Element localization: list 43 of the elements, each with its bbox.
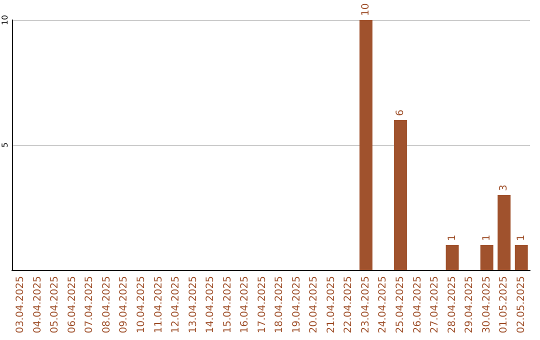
data-label: 1 (516, 234, 527, 241)
x-tick-label: 27.04.2025 (430, 276, 441, 334)
x-tick-label: 26.04.2025 (412, 276, 424, 334)
data-label: 1 (481, 234, 492, 241)
x-tick-label: 04.04.2025 (32, 276, 44, 334)
x-tick-label: 05.04.2025 (50, 276, 61, 334)
x-tick-label: 29.04.2025 (464, 276, 476, 334)
x-tick-label: 30.04.2025 (481, 276, 492, 334)
x-tick-label: 20.04.2025 (308, 276, 320, 334)
data-label: 6 (395, 110, 406, 116)
x-tick-label: 11.04.2025 (153, 276, 164, 334)
x-tick-label: 01.05.2025 (498, 276, 510, 334)
x-tick-label: 07.04.2025 (84, 276, 96, 334)
x-tick-label: 24.04.2025 (378, 276, 389, 334)
x-tick-label: 12.04.2025 (170, 276, 182, 334)
bar (514, 245, 528, 270)
x-tick-label: 16.04.2025 (240, 276, 251, 334)
x-tick-label: 08.04.2025 (101, 276, 112, 334)
x-tick-label: 23.04.2025 (360, 276, 372, 334)
x-tick-label: 06.04.2025 (66, 276, 78, 334)
x-tick-label: 21.04.2025 (326, 276, 337, 334)
x-tick-label: 03.04.2025 (15, 276, 26, 334)
data-label: 10 (360, 3, 372, 16)
x-tick-label: 18.04.2025 (274, 276, 286, 334)
x-tick-label: 25.04.2025 (395, 276, 406, 334)
bar (446, 245, 459, 270)
bar (480, 245, 494, 270)
x-tick-label: 15.04.2025 (222, 276, 234, 334)
data-label: 1 (446, 234, 458, 241)
data-label: 3 (498, 184, 510, 191)
bar (359, 20, 372, 270)
x-tick-label: 14.04.2025 (205, 276, 216, 334)
x-tick-label: 22.04.2025 (343, 276, 354, 334)
bar (394, 120, 407, 270)
x-tick-label: 10.04.2025 (136, 276, 147, 334)
x-tick-label: 17.04.2025 (256, 276, 268, 334)
bar (498, 195, 511, 270)
x-tick-label: 02.05.2025 (516, 276, 527, 334)
x-tick-label: 09.04.2025 (118, 276, 130, 334)
x-tick-label: 28.04.2025 (446, 276, 458, 334)
x-tick-label: 13.04.2025 (188, 276, 199, 334)
x-tick-label: 19.04.2025 (291, 276, 302, 334)
y-tick-label: 5 (0, 142, 10, 148)
